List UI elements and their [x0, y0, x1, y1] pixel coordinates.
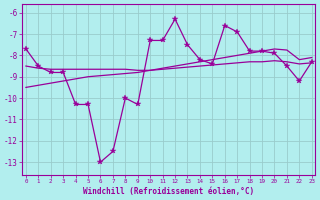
X-axis label: Windchill (Refroidissement éolien,°C): Windchill (Refroidissement éolien,°C) — [83, 187, 254, 196]
